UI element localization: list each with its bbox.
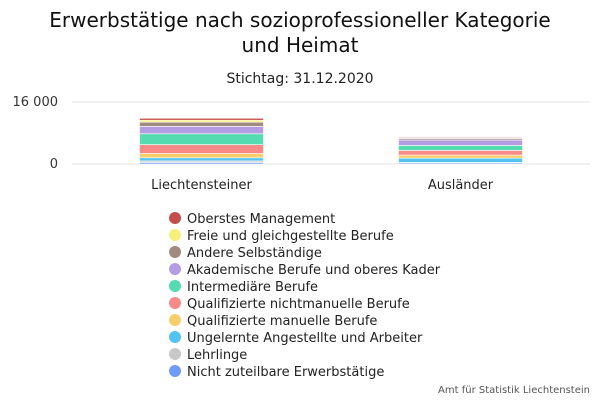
bar-segment[interactable] <box>398 145 523 151</box>
legend-marker <box>169 331 181 343</box>
bar-segment[interactable] <box>139 121 264 127</box>
legend-label: Qualifizierte nichtmanuelle Berufe <box>187 297 410 312</box>
legend-label: Akademische Berufe und oberes Kader <box>187 263 441 278</box>
legend-marker <box>169 297 181 309</box>
legend-item[interactable]: Oberstes Management <box>169 212 335 227</box>
bar-segment[interactable] <box>398 154 523 159</box>
legend-item[interactable]: Andere Selbständige <box>169 246 322 261</box>
bar-segment[interactable] <box>139 126 264 135</box>
legend-marker <box>169 229 181 241</box>
chart-title-line2: und Heimat <box>242 33 359 57</box>
category-label: Liechtensteiner <box>151 178 252 193</box>
bar-segment[interactable] <box>139 144 264 154</box>
legend-marker <box>169 212 181 224</box>
bar-segment[interactable] <box>139 157 264 162</box>
legend-item[interactable]: Qualifizierte manuelle Berufe <box>169 314 377 329</box>
bar-segment[interactable] <box>139 133 264 145</box>
bars <box>139 117 523 165</box>
legend[interactable]: Oberstes Management Freie und gleichgeste… <box>169 212 441 380</box>
bar-segment[interactable] <box>398 139 523 146</box>
legend-item[interactable]: Nicht zuteilbare Erwerbstätige <box>169 365 384 380</box>
y-tick-label: 16 000 <box>13 95 59 110</box>
legend-marker <box>169 280 181 292</box>
legend-label: Qualifizierte manuelle Berufe <box>187 314 377 329</box>
bar-segment[interactable] <box>139 117 264 121</box>
legend-label: Nicht zuteilbare Erwerbstätige <box>187 365 384 380</box>
bar-segment[interactable] <box>398 150 523 156</box>
chart-subtitle: Stichtag: 31.12.2020 <box>226 71 373 87</box>
legend-marker <box>169 263 181 275</box>
legend-item[interactable]: Akademische Berufe und oberes Kader <box>169 263 441 278</box>
legend-label: Lehrlinge <box>187 348 247 363</box>
legend-marker <box>169 314 181 326</box>
bar-segment[interactable] <box>139 153 264 159</box>
legend-item[interactable]: Intermediäre Berufe <box>169 280 318 295</box>
bar-segment[interactable] <box>398 136 523 139</box>
bar-segment[interactable] <box>398 157 523 163</box>
legend-label: Intermediäre Berufe <box>187 280 318 295</box>
legend-label: Andere Selbständige <box>187 246 322 261</box>
y-axis: 0 16 000 <box>13 95 59 172</box>
legend-label: Freie und gleichgestellte Berufe <box>187 229 394 244</box>
y-tick-label: 0 <box>50 157 58 172</box>
legend-item[interactable]: Ungelernte Angestellte und Arbeiter <box>169 331 423 346</box>
legend-item[interactable]: Lehrlinge <box>169 348 247 363</box>
category-label: Ausländer <box>428 178 494 193</box>
legend-marker <box>169 365 181 377</box>
legend-marker <box>169 348 181 360</box>
legend-label: Ungelernte Angestellte und Arbeiter <box>187 331 423 346</box>
legend-item[interactable]: Freie und gleichgestellte Berufe <box>169 229 394 244</box>
chart-title-line1: Erwerbstätige nach sozioprofessioneller … <box>49 8 550 32</box>
legend-marker <box>169 246 181 258</box>
legend-label: Oberstes Management <box>187 212 335 227</box>
x-axis: Liechtensteiner Ausländer <box>151 178 494 193</box>
source-credit[interactable]: Amt für Statistik Liechtenstein <box>438 385 590 396</box>
legend-item[interactable]: Qualifizierte nichtmanuelle Berufe <box>169 297 410 312</box>
